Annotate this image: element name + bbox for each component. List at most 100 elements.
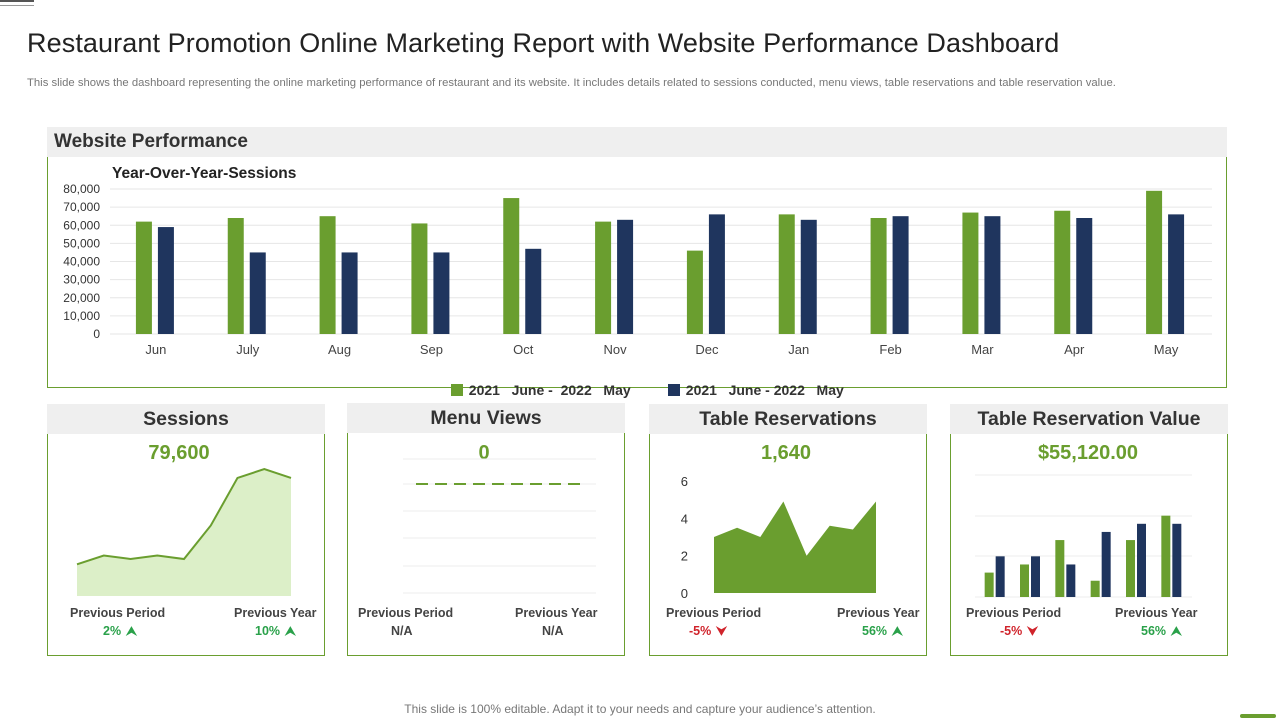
table-reservations-area [714, 501, 876, 593]
reservation-value-bar-navy [1031, 556, 1040, 597]
y-tick-label: 4 [681, 511, 688, 526]
bar-green-jan [778, 214, 795, 334]
x-tick-label: May [1154, 342, 1179, 357]
x-tick-label: Oct [513, 342, 534, 357]
x-tick-label: Mar [971, 342, 994, 357]
sessions-area [77, 469, 291, 596]
chevron-up-icon: ⮝ [126, 624, 137, 638]
bar-navy-feb [892, 216, 909, 334]
reservation-value-bar-green [984, 572, 994, 597]
table-reservation-value-card-title: Table Reservation Value [950, 404, 1228, 434]
reservation-value-bar-navy [1066, 564, 1076, 597]
x-tick-label: Sep [420, 342, 443, 357]
reservation-value-bar-navy [1137, 523, 1146, 597]
table-reservations-prev-period-value: -5% ⮟ [689, 624, 727, 639]
sessions-value: 79,600 [148, 442, 210, 464]
x-tick-label: Jan [788, 342, 809, 357]
menu-views-value: 0 [478, 442, 490, 464]
reservation-value-prev-period-number: -5% [1000, 624, 1023, 638]
bar-green-nov [595, 221, 612, 334]
chevron-down-icon: ⮟ [716, 624, 727, 638]
y-tick-label: 10,000 [63, 309, 100, 323]
reservation-value-prev-period-value: -5% ⮟ [1000, 624, 1038, 639]
legend-label: 2021 June - 2022 May [468, 382, 631, 398]
table-reservations-prev-year-label: Previous Year [837, 606, 920, 620]
reservation-value-bar-green [1055, 540, 1065, 597]
bar-green-jun [135, 221, 152, 334]
y-tick-label: 2 [681, 549, 688, 564]
legend-swatch-navy [667, 384, 680, 396]
x-tick-label: Dec [695, 342, 719, 357]
table-reservations-prev-year-value: 56% ⮝ [862, 624, 903, 639]
bar-navy-sep [433, 252, 450, 334]
sessions-chart-title: Year-Over-Year-Sessions [112, 165, 297, 182]
decor-bar [1240, 714, 1276, 718]
bar-green-july [227, 218, 244, 334]
y-tick-label: 70,000 [63, 200, 100, 214]
bar-navy-may [1168, 214, 1185, 334]
y-tick-label: 50,000 [63, 236, 100, 250]
menu-views-prev-year-value: N/A [542, 624, 564, 638]
website-performance-title: Website Performance [47, 127, 1227, 157]
table-reservation-value-card [950, 405, 1228, 656]
table-reservations-value: 1,640 [760, 442, 812, 464]
bar-green-sep [411, 223, 428, 334]
page-subtitle: This slide shows the dashboard represent… [27, 77, 1116, 89]
y-tick-label: 20,000 [63, 291, 100, 305]
table-reservation-value-value: $55,120.00 [1037, 442, 1139, 464]
sessions-line [76, 468, 292, 566]
bar-navy-mar [984, 216, 1001, 334]
x-tick-label: Jun [145, 342, 166, 357]
y-tick-label: 0 [93, 327, 100, 341]
legend-swatch-green [450, 384, 463, 396]
menu-views-card [347, 405, 625, 656]
table-reservations-prev-period-number: -5% [689, 624, 712, 638]
sessions-prev-period-number: 2% [103, 624, 122, 638]
bar-navy-jun [157, 227, 174, 334]
table-reservations-prev-period-label: Previous Period [666, 606, 762, 620]
bar-green-apr [1054, 210, 1071, 334]
menu-views-card-title: Menu Views [347, 403, 625, 433]
reservation-value-bar-navy [1172, 523, 1182, 597]
y-tick-label: 30,000 [63, 273, 100, 287]
menu-views-prev-period-value: N/A [391, 624, 413, 638]
bar-navy-oct [525, 248, 542, 334]
table-reservations-prev-year-number: 56% [862, 624, 888, 638]
x-tick-label: Apr [1064, 342, 1085, 357]
menu-views-prev-period-label: Previous Period [358, 606, 454, 620]
y-tick-label: 0 [681, 586, 688, 601]
bar-green-aug [319, 216, 336, 334]
bar-green-feb [870, 218, 887, 334]
reservation-value-prev-period-label: Previous Period [966, 606, 1062, 620]
chevron-up-icon: ⮝ [285, 624, 296, 638]
bar-navy-dec [708, 214, 725, 334]
bar-green-mar [962, 212, 979, 334]
reservation-value-bar-green [1161, 515, 1171, 597]
y-tick-label: 80,000 [63, 182, 100, 196]
x-tick-label: Feb [879, 342, 901, 357]
reservation-value-bar-navy [1101, 531, 1111, 597]
sessions-prev-year-value: 10% ⮝ [255, 624, 296, 639]
sessions-prev-year-label: Previous Year [234, 606, 317, 620]
legend-label: 2021 June - 2022 May [685, 382, 844, 398]
table-reservations-card-title: Table Reservations [649, 404, 927, 434]
reservation-value-prev-year-number: 56% [1141, 624, 1167, 638]
sessions-prev-period-value: 2% ⮝ [103, 624, 137, 639]
sessions-prev-year-number: 10% [255, 624, 281, 638]
chevron-down-icon: ⮟ [1027, 624, 1038, 638]
bar-navy-jan [800, 219, 817, 334]
page-title: Restaurant Promotion Online Marketing Re… [27, 28, 1060, 58]
bar-navy-aug [341, 252, 358, 334]
legend-item-series-2: 2021 June - 2022 May [660, 366, 844, 398]
y-tick-label: 6 [681, 474, 688, 489]
reservation-value-bar-green [1126, 540, 1135, 597]
y-tick-label: 60,000 [63, 218, 100, 232]
sessions-card-title: Sessions [47, 404, 325, 434]
reservation-value-bar-green [1090, 580, 1100, 597]
decor-line [0, 0, 34, 2]
reservation-value-bar-green [1020, 564, 1029, 597]
x-tick-label: July [236, 342, 260, 357]
x-tick-label: Aug [328, 342, 351, 357]
